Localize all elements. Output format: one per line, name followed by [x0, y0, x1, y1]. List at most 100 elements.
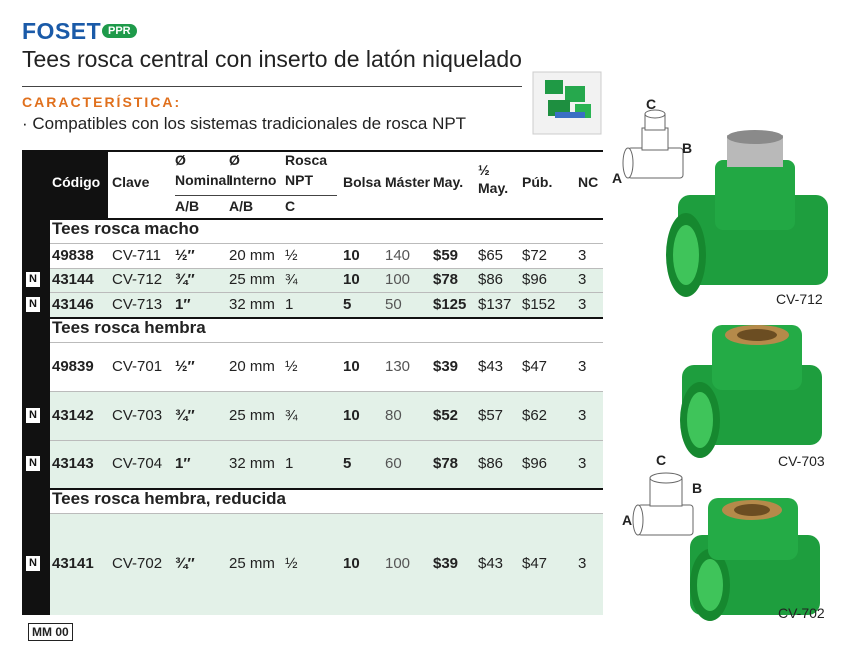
title-rule: [22, 86, 522, 87]
table-cell: 20 mm: [229, 357, 275, 375]
column-subheader: C: [285, 198, 296, 214]
table-cell: 49839: [52, 357, 94, 375]
column-header: May.: [478, 180, 509, 196]
table-cell: $86: [478, 271, 504, 288]
table-cell: 3: [578, 455, 587, 472]
table-cell: 5: [343, 295, 352, 313]
column-header: May.: [433, 174, 464, 190]
table-cell: 130: [385, 357, 411, 375]
table-cell: $96: [522, 455, 548, 472]
table-cell: $57: [478, 406, 504, 424]
table-cell: 10: [343, 555, 360, 572]
table-cell: 43142: [52, 406, 94, 424]
diagram-label: B: [682, 140, 693, 156]
feature-item: · Compatibles con los sistemas tradicion…: [22, 114, 467, 133]
table-cell: $39: [433, 357, 459, 375]
table-cell: 1″: [175, 295, 191, 313]
column-header: Rosca: [285, 152, 328, 168]
section-rule: [22, 488, 603, 490]
column-header: Clave: [112, 174, 150, 190]
table-cell: 10: [343, 406, 360, 424]
table-cell: ¾″: [175, 271, 195, 288]
row-bg: [50, 513, 603, 615]
table-cell: 10: [343, 246, 360, 264]
table-cell: $59: [433, 246, 459, 264]
table-cell: $152: [522, 295, 556, 313]
diagram-label: C: [646, 96, 657, 112]
product-image: [680, 325, 822, 458]
table-cell: $47: [522, 555, 548, 572]
row-bg: [50, 243, 603, 268]
badge: PPR: [102, 24, 137, 38]
table-cell: $96: [522, 271, 548, 288]
features-heading: CARACTERÍSTICA:: [22, 94, 182, 110]
table-cell: CV-712: [112, 271, 163, 288]
table-cell: 50: [385, 295, 402, 313]
table-cell: ¾: [285, 406, 298, 424]
row-bg: [50, 268, 603, 292]
table-cell: ¾: [285, 271, 298, 288]
table-cell: 1: [285, 295, 294, 313]
diagram: [632, 472, 694, 536]
table-cell: CV-704: [112, 455, 163, 472]
table-cell: CV-703: [112, 406, 163, 424]
table-cell: $125: [433, 295, 467, 313]
column-header: Código: [52, 174, 101, 190]
table-cell: $47: [522, 357, 548, 375]
table-cell: 3: [578, 357, 587, 375]
table-cell: 3: [578, 406, 587, 424]
column-subheader: A/B: [175, 198, 200, 214]
table-cell: 43146: [52, 295, 94, 313]
table-cell: 25 mm: [229, 406, 275, 424]
table-cell: ¾″: [175, 406, 195, 424]
table-cell: ¾″: [175, 555, 195, 572]
table-cell: $65: [478, 246, 504, 264]
section-title: Tees rosca hembra: [52, 318, 206, 337]
product-caption: CV-703: [778, 453, 825, 469]
column-header: Interno: [229, 172, 277, 188]
column-header: Bolsa: [343, 174, 382, 190]
column-subheader: A/B: [229, 198, 254, 214]
column-header: Nominal: [175, 172, 231, 188]
table-cell: 140: [385, 246, 411, 264]
table-cell: ½: [285, 555, 298, 572]
table-cell: ½: [285, 246, 298, 264]
table-cell: 1: [285, 455, 294, 472]
table-cell: 25 mm: [229, 271, 275, 288]
table-cell: $43: [478, 555, 504, 572]
new-flag: N: [26, 296, 40, 312]
table-cell: 5: [343, 455, 352, 472]
table-cell: 100: [385, 555, 411, 572]
table-cell: $62: [522, 406, 548, 424]
new-flag: N: [26, 407, 40, 423]
table-cell: 3: [578, 271, 587, 288]
table-cell: $72: [522, 246, 548, 264]
table-cell: ½″: [175, 246, 195, 264]
subheader-rule: [175, 195, 337, 196]
row-bg: [50, 440, 603, 488]
table-cell: 80: [385, 406, 402, 424]
table-cell: 3: [578, 555, 587, 572]
row-bg: [50, 292, 603, 317]
column-header: Máster: [385, 174, 431, 190]
section-rule: [22, 218, 603, 220]
table-cell: $78: [433, 455, 459, 472]
column-header: NPT: [285, 172, 313, 188]
table-cell: 3: [578, 246, 587, 264]
column-header: NC: [578, 174, 599, 190]
flag-column: [22, 150, 50, 615]
diagram-label: C: [656, 452, 667, 468]
footer-code: MM 00: [28, 623, 73, 641]
table-cell: 10: [343, 271, 360, 288]
table-cell: $78: [433, 271, 459, 288]
product-image: [666, 130, 828, 297]
row-bg: [50, 342, 603, 391]
table-cell: 20 mm: [229, 246, 275, 264]
section-title: Tees rosca hembra, reducida: [52, 489, 287, 508]
table-cell: 60: [385, 455, 402, 472]
table-cell: CV-702: [112, 555, 163, 572]
table-cell: 3: [578, 295, 587, 313]
